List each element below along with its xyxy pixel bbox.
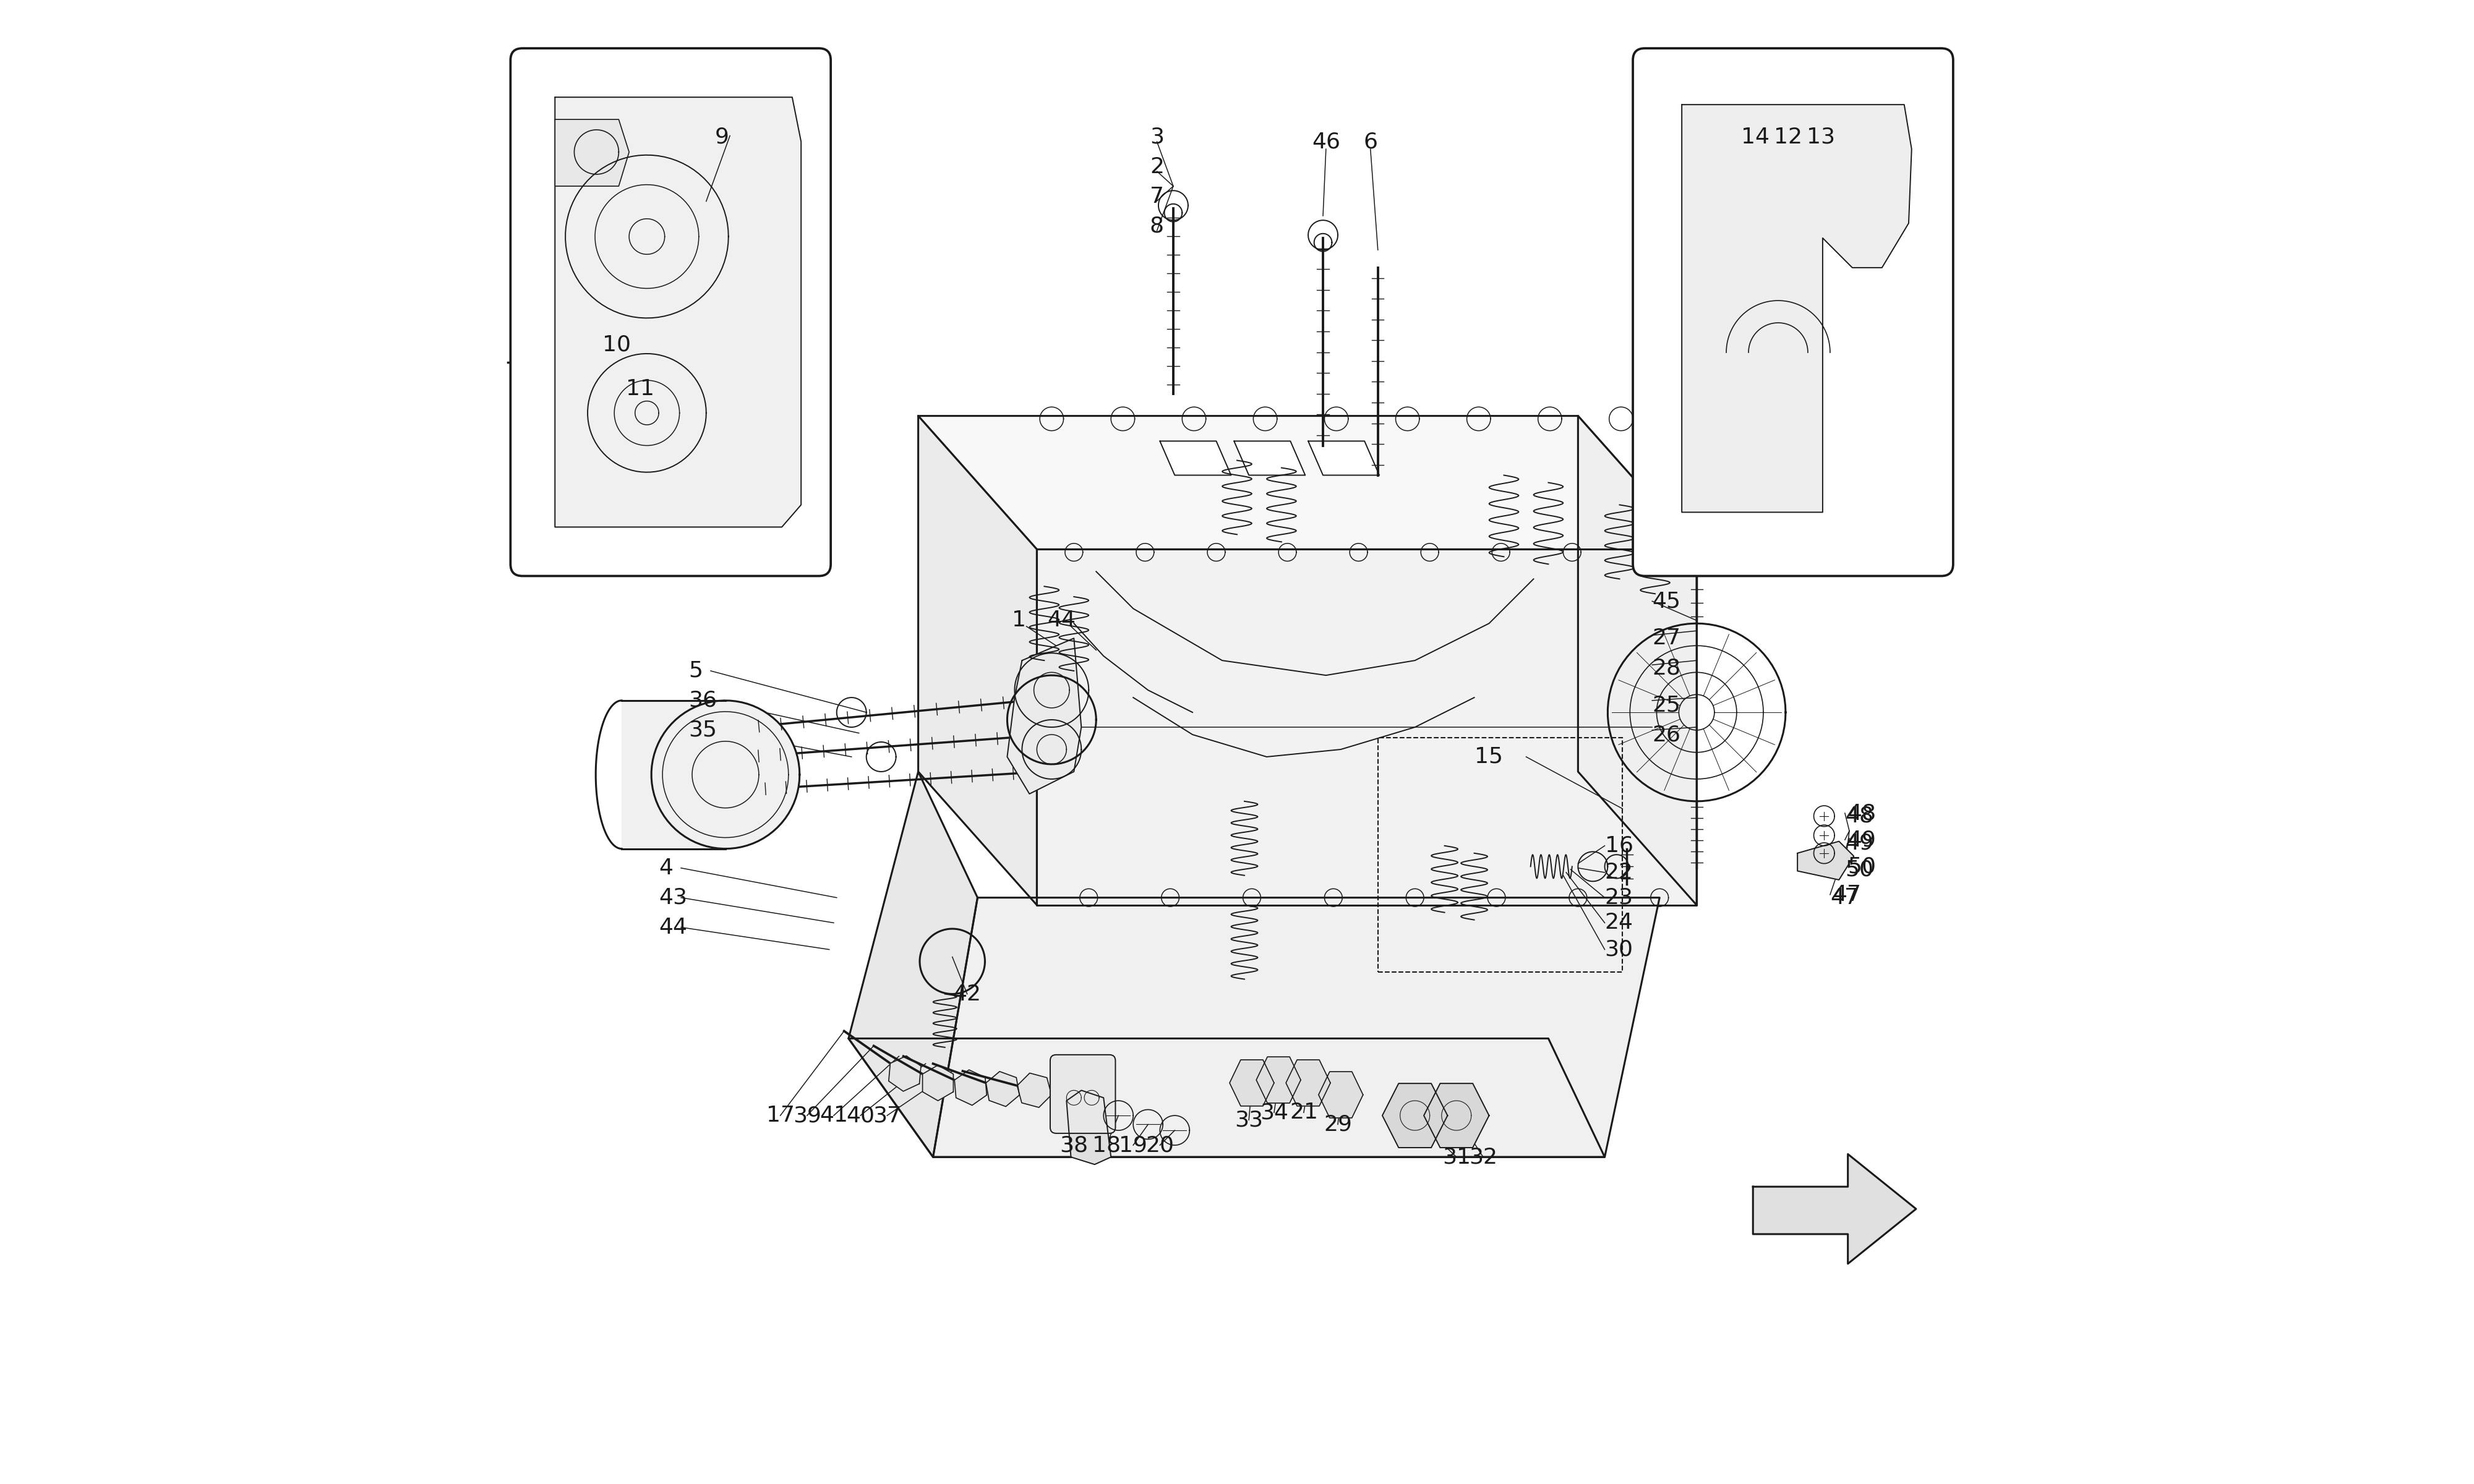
Polygon shape bbox=[1230, 1060, 1274, 1106]
Text: 36: 36 bbox=[688, 690, 717, 711]
Polygon shape bbox=[554, 98, 802, 527]
Polygon shape bbox=[1257, 1057, 1301, 1103]
Text: 12: 12 bbox=[1774, 126, 1801, 148]
Text: 13: 13 bbox=[1806, 126, 1836, 148]
Text: 8: 8 bbox=[1150, 215, 1165, 236]
Polygon shape bbox=[1017, 1073, 1051, 1107]
Polygon shape bbox=[1286, 1060, 1331, 1106]
Text: 37: 37 bbox=[873, 1106, 901, 1126]
Text: 18: 18 bbox=[1091, 1135, 1121, 1156]
Polygon shape bbox=[1160, 441, 1232, 475]
Polygon shape bbox=[923, 1066, 952, 1101]
Text: 20: 20 bbox=[1145, 1135, 1175, 1156]
FancyBboxPatch shape bbox=[1633, 49, 1952, 576]
Text: 33: 33 bbox=[1235, 1110, 1264, 1131]
Polygon shape bbox=[987, 1071, 1019, 1107]
Text: 47: 47 bbox=[1831, 887, 1858, 908]
Polygon shape bbox=[918, 416, 1037, 905]
Text: 35: 35 bbox=[688, 720, 717, 741]
Polygon shape bbox=[1235, 441, 1306, 475]
Polygon shape bbox=[1799, 841, 1853, 880]
Text: 14: 14 bbox=[1742, 126, 1769, 148]
Text: 49: 49 bbox=[1846, 833, 1873, 853]
Text: 26: 26 bbox=[1653, 724, 1680, 745]
Text: 50: 50 bbox=[1848, 856, 1875, 877]
Text: 48: 48 bbox=[1846, 806, 1873, 827]
Polygon shape bbox=[1066, 1091, 1111, 1165]
Bar bbox=[1378, 738, 1623, 972]
Polygon shape bbox=[1007, 638, 1081, 794]
Text: 25: 25 bbox=[1653, 695, 1680, 715]
FancyBboxPatch shape bbox=[510, 49, 831, 576]
Text: 28: 28 bbox=[1653, 657, 1680, 678]
Text: 50: 50 bbox=[1846, 859, 1873, 880]
Text: 17: 17 bbox=[767, 1106, 794, 1126]
Text: 27: 27 bbox=[1653, 628, 1680, 649]
Text: 24: 24 bbox=[1606, 913, 1633, 933]
Polygon shape bbox=[1578, 416, 1697, 905]
Polygon shape bbox=[888, 1055, 920, 1091]
Text: 42: 42 bbox=[952, 984, 982, 1005]
Text: 9: 9 bbox=[715, 126, 730, 148]
Text: 15: 15 bbox=[1475, 746, 1502, 767]
Text: 21: 21 bbox=[1289, 1103, 1319, 1123]
Bar bbox=[621, 700, 725, 849]
Text: 41: 41 bbox=[819, 1106, 849, 1126]
Polygon shape bbox=[1682, 104, 1912, 512]
Text: 40: 40 bbox=[846, 1106, 876, 1126]
Text: 46: 46 bbox=[1311, 131, 1341, 153]
Polygon shape bbox=[1754, 1155, 1915, 1264]
Text: 10: 10 bbox=[601, 334, 631, 355]
Text: 29: 29 bbox=[1324, 1114, 1351, 1135]
Text: 31: 31 bbox=[1442, 1147, 1470, 1168]
Text: 48: 48 bbox=[1848, 803, 1875, 824]
Text: 4: 4 bbox=[658, 858, 673, 879]
Polygon shape bbox=[1383, 1083, 1447, 1147]
Text: 47: 47 bbox=[1833, 884, 1860, 905]
Text: 45: 45 bbox=[1653, 591, 1680, 611]
Polygon shape bbox=[849, 1039, 1606, 1158]
Polygon shape bbox=[1037, 549, 1697, 905]
Text: 5: 5 bbox=[688, 660, 703, 681]
Text: 30: 30 bbox=[1606, 939, 1633, 960]
Text: 38: 38 bbox=[1059, 1135, 1089, 1156]
Ellipse shape bbox=[651, 700, 799, 849]
Text: 44: 44 bbox=[658, 917, 688, 938]
Text: 6: 6 bbox=[1363, 131, 1378, 153]
Text: 2: 2 bbox=[1150, 156, 1165, 178]
Text: 19: 19 bbox=[1118, 1135, 1148, 1156]
Text: 16: 16 bbox=[1606, 835, 1633, 856]
Polygon shape bbox=[849, 772, 977, 1158]
Polygon shape bbox=[1319, 1071, 1363, 1117]
Text: 23: 23 bbox=[1606, 887, 1633, 908]
Text: 34: 34 bbox=[1259, 1103, 1289, 1123]
Polygon shape bbox=[554, 119, 628, 186]
Polygon shape bbox=[1309, 441, 1380, 475]
Text: 39: 39 bbox=[792, 1106, 821, 1126]
Polygon shape bbox=[955, 1070, 987, 1106]
Text: 22: 22 bbox=[1606, 862, 1633, 883]
Text: 32: 32 bbox=[1470, 1147, 1497, 1168]
Text: 1: 1 bbox=[1012, 610, 1027, 631]
FancyBboxPatch shape bbox=[1049, 1055, 1116, 1134]
Text: 44: 44 bbox=[1047, 610, 1076, 631]
Text: 11: 11 bbox=[626, 378, 656, 399]
Text: 7: 7 bbox=[1150, 186, 1165, 208]
Text: 3: 3 bbox=[1150, 126, 1165, 148]
Polygon shape bbox=[918, 416, 1697, 549]
Polygon shape bbox=[933, 898, 1660, 1158]
Text: 43: 43 bbox=[658, 887, 688, 908]
Text: 49: 49 bbox=[1848, 830, 1875, 850]
Polygon shape bbox=[1425, 1083, 1489, 1147]
